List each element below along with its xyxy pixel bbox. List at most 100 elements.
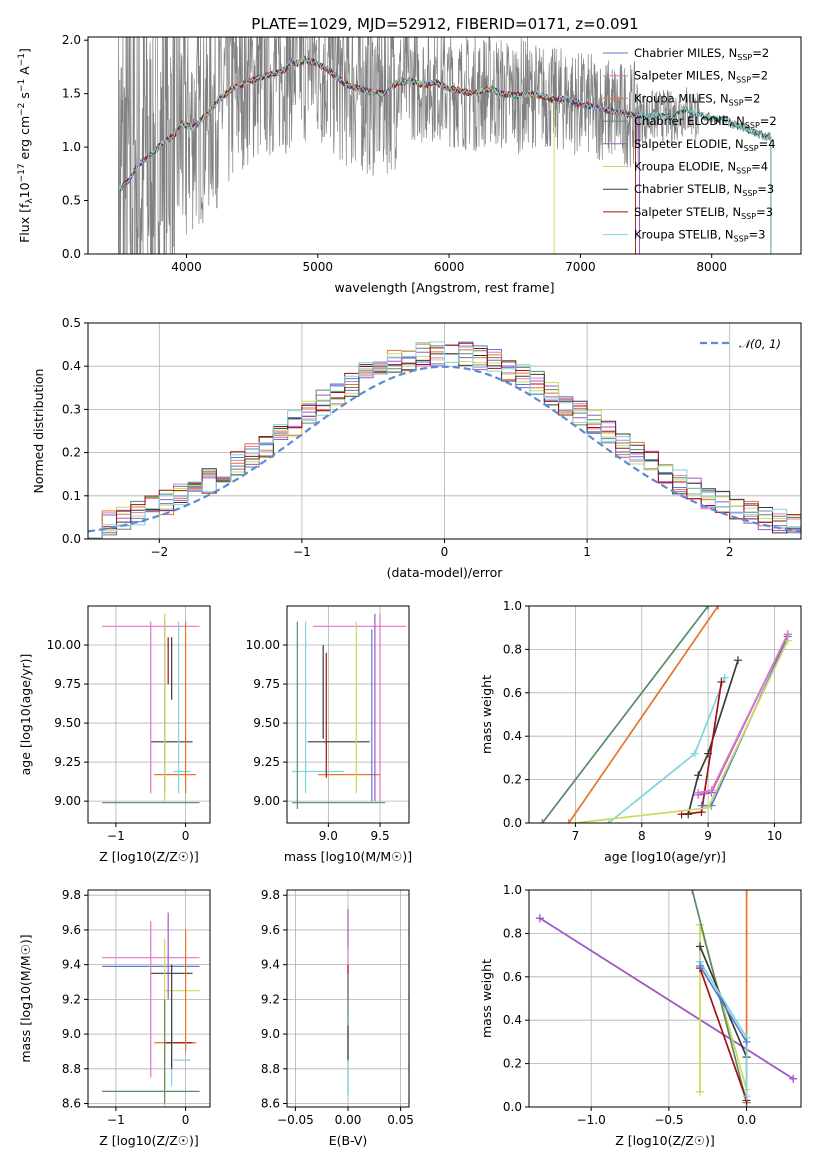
axes-frame <box>87 322 802 540</box>
y-tick-label: 0.4 <box>62 359 81 373</box>
x-axis-label: mass [log10(M/M☉)] <box>284 849 412 864</box>
legend-name: Chabrier ELODIE, N <box>634 114 745 128</box>
x-tick-label: 0 <box>182 829 190 843</box>
y-axis-label: mass [log10(M/M☉)] <box>18 934 33 1062</box>
legend-subscript: SSP <box>744 144 759 153</box>
y-tick-label: 9.50 <box>253 716 280 730</box>
legend-name: Kroupa MILES, N <box>634 91 729 105</box>
y-tick-label: 10.00 <box>47 638 81 652</box>
y-tick-label: 9.00 <box>253 794 280 808</box>
legend-label: 𝒩(0, 1) <box>739 337 781 351</box>
y-tick-label: 8.8 <box>261 1062 280 1076</box>
x-tick-label: 5000 <box>303 260 334 274</box>
x-tick-label: −1.0 <box>577 1113 606 1127</box>
axes-frame <box>286 605 410 824</box>
x-tick-label: 0.00 <box>335 1113 362 1127</box>
x-tick-label: −0.5 <box>654 1113 683 1127</box>
y-tick-label: 0.4 <box>503 1013 522 1027</box>
y-tick-label: 1.0 <box>503 599 522 613</box>
weight-line <box>541 606 709 823</box>
y-tick-label: 9.00 <box>54 794 81 808</box>
x-tick-label: 2 <box>726 545 734 559</box>
y-tick-label: 0.8 <box>503 926 522 940</box>
y-tick-label: 0.5 <box>62 194 81 208</box>
legend-subscript: SSP <box>741 212 756 221</box>
legend-label: Kroupa MILES, NSSP=2 <box>634 91 760 107</box>
y-tick-label: 0.3 <box>62 402 81 416</box>
spectrum-data-line <box>118 37 771 254</box>
y-tick-label: 1.0 <box>62 140 81 154</box>
label-part: −17 <box>17 163 27 182</box>
weight-line <box>687 660 739 815</box>
y-tick-label: 9.0 <box>62 1027 81 1041</box>
y-tick-label: 0.6 <box>503 686 522 700</box>
weight-line <box>568 606 719 823</box>
y-tick-label: 2.0 <box>62 33 81 47</box>
y-tick-label: 9.50 <box>54 716 81 730</box>
x-tick-label: 0.05 <box>387 1113 414 1127</box>
y-tick-label: 9.6 <box>261 923 280 937</box>
series-line <box>118 56 771 192</box>
y-tick-label: 9.25 <box>54 755 81 769</box>
x-tick-label: −1 <box>107 1113 125 1127</box>
axes-frame <box>528 889 802 1108</box>
weight-line <box>539 917 794 1080</box>
label-part: −2 <box>17 103 27 116</box>
y-tick-label: 0.2 <box>503 773 522 787</box>
y-tick-label: 9.0 <box>261 1027 280 1041</box>
legend-label: Salpeter STELIB, NSSP=3 <box>634 205 773 221</box>
y-tick-label: 9.4 <box>261 958 280 972</box>
legend-value: =2 <box>760 114 777 128</box>
axes-mass-vs-EBV: −0.05 0.00 0.05 8.6 8.8 9.0 9.2 9.4 9.6 9.8 E(B-V) <box>261 888 414 1148</box>
axes-spectrum: 4000 5000 6000 7000 8000 0.0 0.5 1.0 1.5 2.0 wavel… <box>17 33 802 295</box>
x-tick-label: −1 <box>293 545 311 559</box>
label-part: erg cm <box>17 116 32 164</box>
x-axis-label: wavelength [Angstrom, rest frame] <box>334 280 554 295</box>
weight-line <box>608 677 726 823</box>
axes-frame <box>528 605 802 824</box>
legend-value: =3 <box>756 205 773 219</box>
y-tick-label: 0.1 <box>62 489 81 503</box>
y-tick-label: 9.25 <box>253 755 280 769</box>
y-axis-label: mass weight <box>479 675 494 754</box>
x-tick-label: 9.0 <box>319 829 338 843</box>
gaussian-reference-line <box>88 365 801 533</box>
legend-value: =4 <box>751 160 768 174</box>
y-tick-label: 0.2 <box>503 1057 522 1071</box>
x-tick-label: −1 <box>107 829 125 843</box>
axes-frame <box>87 605 211 824</box>
x-tick-label: −0.05 <box>277 1113 314 1127</box>
legend-name: Kroupa STELIB, N <box>634 228 734 242</box>
legend-value: =3 <box>757 182 774 196</box>
legend-label: Salpeter ELODIE, NSSP=4 <box>634 137 776 153</box>
x-tick-label: −2 <box>150 545 168 559</box>
x-tick-label: 0 <box>441 545 449 559</box>
axes-frame <box>286 889 410 1108</box>
y-tick-label: 0.5 <box>62 316 81 330</box>
plot-area <box>538 606 792 823</box>
legend-value: =2 <box>744 91 761 105</box>
legend-name: Salpeter MILES, N <box>634 69 736 83</box>
label-part: ] <box>17 48 32 53</box>
y-tick-label: 0.8 <box>503 642 522 656</box>
legend-subscript: SSP <box>745 121 760 130</box>
legend-name: Chabrier MILES, N <box>634 46 737 60</box>
x-axis-label: Z [log10(Z/Z☉)] <box>99 1133 199 1148</box>
legend-value: =3 <box>749 228 766 242</box>
axes-frame <box>87 36 802 255</box>
x-tick-label: 7 <box>572 829 580 843</box>
x-tick-label: 9.5 <box>371 829 390 843</box>
x-axis-label: Z [log10(Z/Z☉)] <box>99 849 199 864</box>
legend-label: Chabrier MILES, NSSP=2 <box>634 46 769 62</box>
y-tick-label: 9.2 <box>261 992 280 1006</box>
x-tick-label: 0.0 <box>737 1113 756 1127</box>
label-part: Flux [f <box>17 203 32 243</box>
histogram-series <box>88 341 801 539</box>
y-tick-label: 9.75 <box>253 677 280 691</box>
legend-subscript: SSP <box>729 98 744 107</box>
y-axis-label: mass weight <box>479 959 494 1038</box>
y-tick-label: 0.4 <box>503 729 522 743</box>
legend-label: Chabrier ELODIE, NSSP=2 <box>634 114 777 130</box>
legend-name: Salpeter ELODIE, N <box>634 137 744 151</box>
